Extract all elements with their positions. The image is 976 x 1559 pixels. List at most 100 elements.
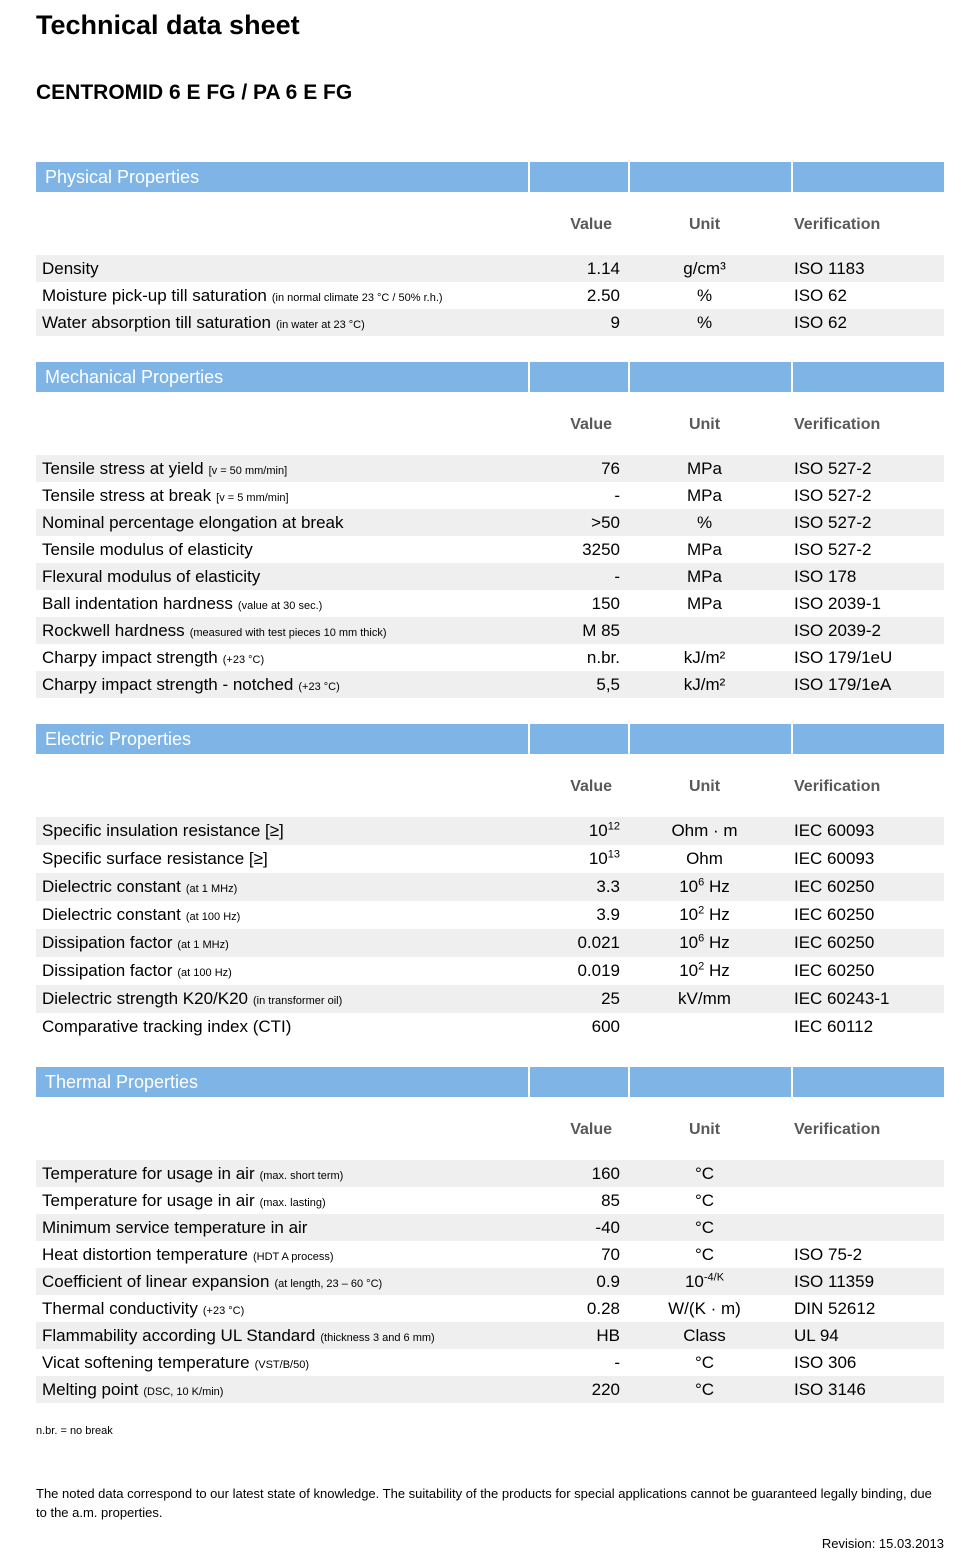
property-unit-cell: MPa bbox=[687, 594, 722, 613]
property-name-cell: Ball indentation hardness (value at 30 se… bbox=[36, 590, 528, 617]
property-name-cell: Melting point (DSC, 10 K/min) bbox=[36, 1376, 528, 1403]
property-unit-cell: °C bbox=[694, 1191, 715, 1210]
section-header-cell bbox=[528, 362, 628, 392]
property-name: Nominal percentage elongation at break bbox=[42, 513, 344, 532]
property-note: (+23 °C) bbox=[222, 654, 265, 666]
section-rows: Density 1.14 g/cm³ ISO 1183 Moisture pic… bbox=[36, 255, 944, 336]
property-value-cell: 3.3 bbox=[596, 877, 620, 896]
property-note: (in water at 23 °C) bbox=[275, 319, 365, 331]
column-header-unit: Unit bbox=[688, 1121, 721, 1138]
section-header-bar: Physical Properties bbox=[36, 162, 944, 192]
property-value-cell: 85 bbox=[601, 1191, 620, 1210]
property-unit-cell: 10-4/K bbox=[684, 1271, 725, 1291]
property-value-cell: 3250 bbox=[582, 540, 620, 559]
property-row: Flammability according UL Standard (thick… bbox=[36, 1322, 944, 1349]
property-unit-cell: MPa bbox=[687, 486, 722, 505]
property-name-cell: Tensile stress at break [v = 5 mm/min] bbox=[36, 482, 528, 509]
verification-cell: IEC 60250 bbox=[794, 905, 875, 924]
property-note: (value at 30 sec.) bbox=[237, 600, 323, 612]
property-name: Minimum service temperature in air bbox=[42, 1218, 308, 1237]
property-name-cell: Coefficient of linear expansion (at lengt… bbox=[36, 1268, 528, 1295]
property-name-cell: Specific insulation resistance [≥] bbox=[36, 817, 528, 845]
property-unit-cell: °C bbox=[694, 1218, 715, 1237]
property-row: Tensile modulus of elasticity 3250 MPa I… bbox=[36, 536, 944, 563]
property-name-cell: Tensile modulus of elasticity bbox=[36, 536, 528, 563]
property-row: Temperature for usage in air (max. lastin… bbox=[36, 1187, 944, 1214]
property-note: (at 1 MHz) bbox=[177, 939, 229, 951]
property-unit-cell: W/(K · m) bbox=[668, 1299, 741, 1318]
property-value-cell: 0.28 bbox=[586, 1299, 620, 1318]
verification-cell: IEC 60243-1 bbox=[794, 989, 890, 1008]
column-header-unit: Unit bbox=[688, 216, 721, 233]
property-name-cell: Dissipation factor (at 1 MHz) bbox=[36, 929, 528, 957]
property-name-cell: Minimum service temperature in air bbox=[36, 1214, 528, 1241]
property-unit-cell: kJ/m² bbox=[683, 648, 726, 667]
section-rows: Tensile stress at yield [v = 50 mm/min] 7… bbox=[36, 455, 944, 698]
document-title: Technical data sheet bbox=[36, 10, 300, 40]
property-row: Tensile stress at yield [v = 50 mm/min] 7… bbox=[36, 455, 944, 482]
property-value-cell: - bbox=[614, 486, 620, 505]
property-value-cell: 9 bbox=[610, 313, 620, 332]
property-note: (at 100 Hz) bbox=[177, 967, 232, 979]
property-unit-cell: % bbox=[696, 286, 713, 305]
property-unit-cell bbox=[628, 617, 791, 644]
verification-cell: ISO 62 bbox=[794, 313, 847, 332]
property-name-cell: Charpy impact strength - notched (+23 °C) bbox=[36, 671, 528, 698]
property-note: (at 100 Hz) bbox=[185, 911, 241, 923]
disclaimer-text: The noted data correspond to our latest … bbox=[36, 1486, 932, 1520]
property-name: Moisture pick-up till saturation bbox=[42, 286, 267, 305]
column-header-verification: Verification bbox=[794, 778, 881, 795]
property-row: Charpy impact strength (+23 °C) n.br. kJ/… bbox=[36, 644, 944, 671]
property-name-cell: Dielectric strength K20/K20 (in transform… bbox=[36, 985, 528, 1013]
property-note: (in transformer oil) bbox=[253, 995, 343, 1007]
verification-cell: ISO 3146 bbox=[794, 1380, 866, 1399]
property-name: Ball indentation hardness bbox=[42, 594, 233, 613]
property-name: Dielectric constant bbox=[42, 877, 181, 896]
verification-cell: ISO 2039-1 bbox=[794, 594, 881, 613]
column-header-row: Value Unit Verification bbox=[36, 416, 944, 434]
property-note: (max. lasting) bbox=[259, 1197, 326, 1209]
property-name-cell: Dissipation factor (at 100 Hz) bbox=[36, 957, 528, 985]
section-header-cell bbox=[791, 1067, 944, 1097]
column-header-value: Value bbox=[570, 778, 612, 795]
revision-date: Revision: 15.03.2013 bbox=[821, 1536, 944, 1551]
property-value-cell: 2.50 bbox=[586, 286, 620, 305]
property-row: Heat distortion temperature (HDT A proces… bbox=[36, 1241, 944, 1268]
section-thermal-properties: Thermal Properties Value Unit Verificati… bbox=[36, 1067, 944, 1403]
property-value-cell: >50 bbox=[591, 513, 620, 532]
property-name: Coefficient of linear expansion bbox=[42, 1272, 270, 1291]
property-row: Dissipation factor (at 100 Hz) 0.019 102 … bbox=[36, 957, 944, 985]
property-unit-cell: 106 Hz bbox=[679, 876, 730, 896]
section-header-cell bbox=[628, 162, 791, 192]
column-header-verification: Verification bbox=[794, 1121, 881, 1138]
property-unit-cell: 106 Hz bbox=[679, 932, 730, 952]
property-row: Thermal conductivity (+23 °C) 0.28 W/(K ·… bbox=[36, 1295, 944, 1322]
property-row: Moisture pick-up till saturation (in norm… bbox=[36, 282, 944, 309]
section-rows: Specific insulation resistance [≥] 1012 … bbox=[36, 817, 944, 1041]
section-header-cell bbox=[628, 724, 791, 754]
property-note: (in normal climate 23 °C / 50% r.h.) bbox=[271, 292, 443, 304]
property-note: (DSC, 10 K/min) bbox=[143, 1386, 224, 1398]
property-unit-cell: 102 Hz bbox=[679, 904, 730, 924]
property-name: Dielectric constant bbox=[42, 905, 181, 924]
property-row: Vicat softening temperature (VST/B/50) - … bbox=[36, 1349, 944, 1376]
property-note: (+23 °C) bbox=[298, 681, 340, 693]
section-physical-properties: Physical Properties Value Unit Verificat… bbox=[36, 162, 944, 336]
property-name: Heat distortion temperature bbox=[42, 1245, 248, 1264]
property-name: Flexural modulus of elasticity bbox=[42, 567, 261, 586]
verification-cell: ISO 527-2 bbox=[794, 513, 872, 532]
verification-cell: ISO 1183 bbox=[794, 259, 865, 278]
column-header-verification: Verification bbox=[794, 416, 881, 433]
property-name-cell: Tensile stress at yield [v = 50 mm/min] bbox=[36, 455, 528, 482]
verification-cell: ISO 527-2 bbox=[794, 459, 872, 478]
property-unit-cell: °C bbox=[694, 1380, 715, 1399]
property-row: Melting point (DSC, 10 K/min) 220 °C ISO … bbox=[36, 1376, 944, 1403]
section-header-cell bbox=[528, 162, 628, 192]
section-mechanical-properties: Mechanical Properties Value Unit Verific… bbox=[36, 362, 944, 698]
section-electric-properties: Electric Properties Value Unit Verificat… bbox=[36, 724, 944, 1041]
property-note: (at 1 MHz) bbox=[185, 883, 238, 895]
verification-cell: UL 94 bbox=[794, 1326, 839, 1345]
property-name: Dielectric strength K20/K20 bbox=[42, 989, 248, 1008]
verification-cell: IEC 60112 bbox=[794, 1017, 874, 1036]
property-name: Tensile modulus of elasticity bbox=[42, 540, 253, 559]
